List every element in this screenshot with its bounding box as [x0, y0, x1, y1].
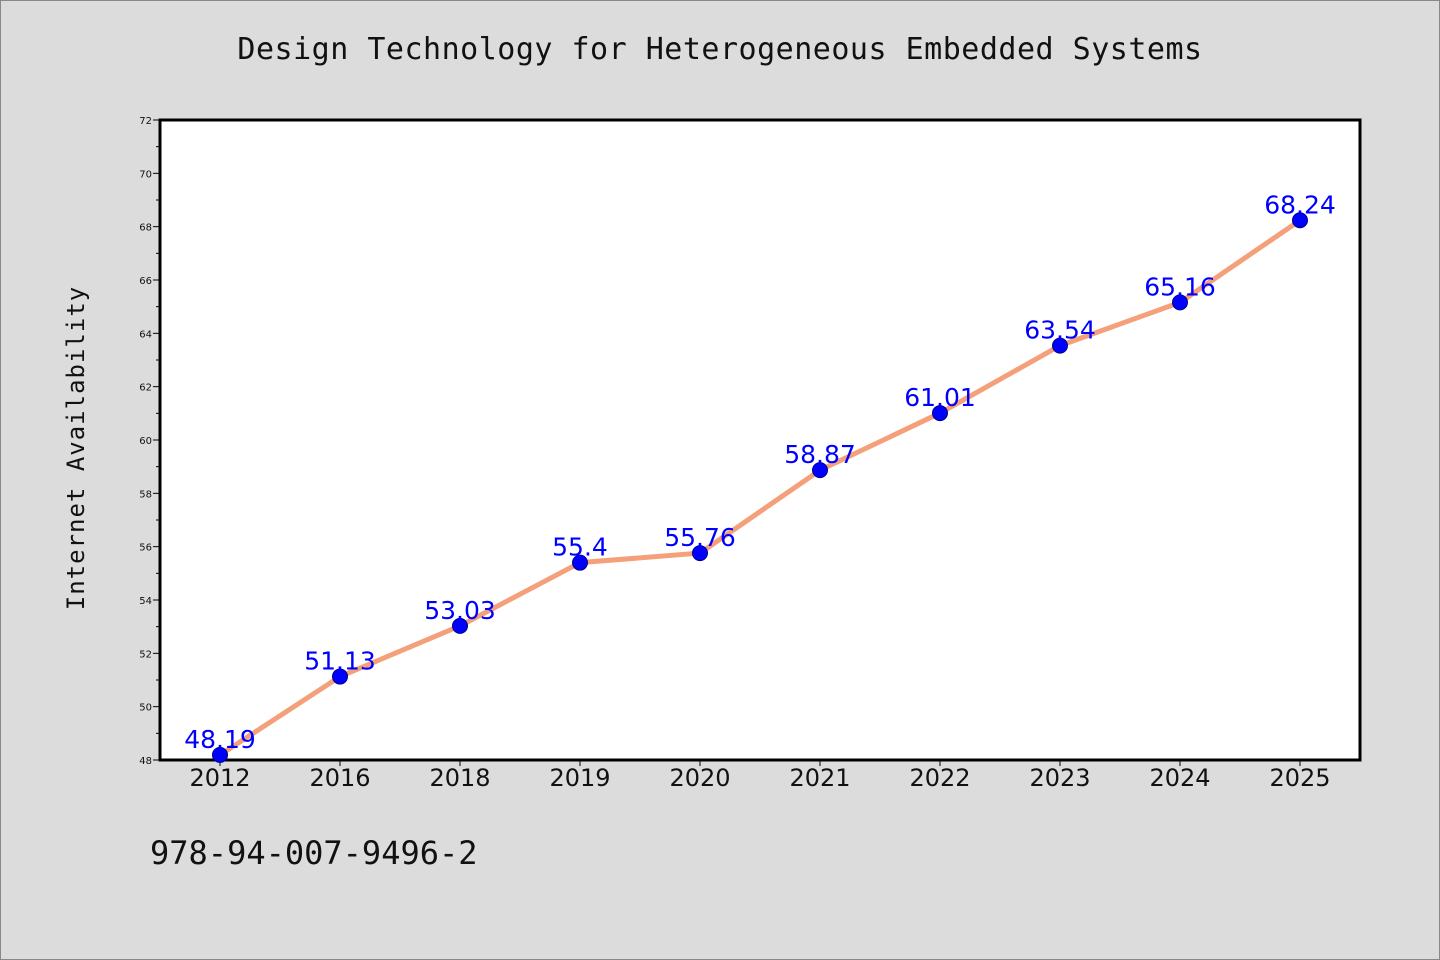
data-point [332, 668, 348, 685]
y-tick-label: 68 [139, 223, 152, 234]
x-tick-label: 2025 [1269, 764, 1330, 792]
data-point [572, 554, 588, 571]
y-tick-label: 64 [139, 329, 152, 340]
data-label: 58.87 [784, 440, 856, 469]
x-tick-label: 2020 [669, 764, 730, 792]
x-tick-label: 2018 [429, 764, 490, 792]
y-tick-label: 58 [139, 489, 152, 500]
data-label: 63.54 [1024, 316, 1096, 345]
data-point [452, 617, 468, 634]
x-tick-label: 2021 [789, 764, 850, 792]
y-tick-label: 56 [139, 543, 152, 554]
x-tick-label: 2023 [1029, 764, 1090, 792]
x-tick-label: 2024 [1149, 764, 1210, 792]
data-label: 53.03 [424, 596, 496, 625]
data-point [212, 746, 228, 763]
data-label: 65.16 [1144, 272, 1216, 301]
x-tick-label: 2019 [549, 764, 610, 792]
y-tick-label: 72 [139, 116, 152, 127]
y-tick-label: 60 [139, 436, 152, 447]
data-point [692, 545, 708, 562]
data-point [1172, 294, 1188, 311]
y-tick-label: 70 [139, 169, 152, 180]
footer-code: 978-94-007-9496-2 [150, 834, 478, 872]
data-label: 55.4 [552, 533, 608, 562]
y-tick-label: 52 [139, 649, 152, 660]
data-point [812, 462, 828, 479]
x-tick-label: 2022 [909, 764, 970, 792]
y-tick-label: 48 [139, 756, 152, 767]
y-tick-label: 54 [139, 596, 152, 607]
y-tick-label: 62 [139, 383, 152, 394]
x-tick-label: 2016 [309, 764, 370, 792]
chart-title: Design Technology for Heterogeneous Embe… [237, 32, 1203, 67]
data-label: 68.24 [1264, 190, 1336, 219]
data-point [932, 405, 948, 422]
data-label: 55.76 [664, 523, 736, 552]
data-label: 61.01 [904, 383, 976, 412]
y-tick-label: 50 [139, 703, 152, 714]
data-point [1052, 337, 1068, 354]
series-line [217, 217, 1303, 758]
data-label: 48.19 [184, 725, 256, 754]
plot-area [158, 118, 1362, 762]
x-tick-label: 2012 [189, 764, 250, 792]
data-label: 51.13 [304, 647, 376, 676]
data-point [1292, 212, 1308, 229]
y-tick-label: 66 [139, 276, 152, 287]
